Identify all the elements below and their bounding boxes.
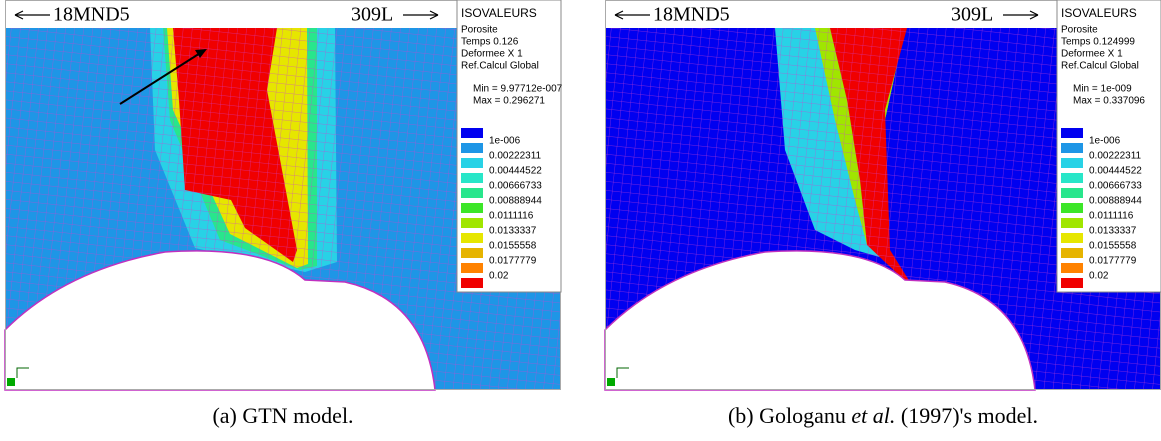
legend-level: 0.00666733 (489, 181, 542, 192)
legend-level: 1e-006 (489, 136, 521, 147)
legend-level: 0.02 (489, 271, 509, 282)
legend-level: 0.00444522 (489, 166, 542, 177)
top-strip (5, 0, 457, 28)
hole (4, 250, 436, 391)
legend-swatch (461, 218, 483, 228)
legend-swatch (1061, 203, 1083, 213)
legend-swatch (1061, 143, 1083, 153)
right-label: 309L (351, 4, 393, 26)
legend-swatch (1061, 278, 1083, 288)
legend-swatch (1061, 248, 1083, 258)
legend-max: Max = 0.337096 (1073, 96, 1145, 107)
legend-title: ISOVALEURS (1061, 6, 1137, 20)
hole (604, 250, 1036, 391)
legend-swatch (1061, 128, 1083, 138)
arrow-head (429, 10, 439, 20)
right-label: 309L (951, 4, 993, 26)
legend-swatch (461, 203, 483, 213)
legend-swatch (1061, 233, 1083, 243)
legend-level: 0.00444522 (1089, 166, 1142, 177)
legend-swatch (1061, 188, 1083, 198)
caption: (b) Gologanu et al. (1997)'s model. (728, 403, 1038, 428)
left-label: 18MND5 (53, 4, 130, 26)
legend-title: ISOVALEURS (461, 6, 537, 20)
legend-swatch (461, 188, 483, 198)
legend-swatch (461, 128, 483, 138)
legend-swatch (461, 143, 483, 153)
legend-level: 0.00222311 (1089, 151, 1142, 162)
caption: (a) GTN model. (212, 403, 353, 428)
legend-level: 0.0155558 (1089, 241, 1137, 252)
caption-part: (b) Gologanu (728, 403, 851, 428)
caption-part: (1997)'s model. (895, 403, 1038, 428)
legend-level: 0.0177779 (489, 256, 537, 267)
legend-line: Ref.Calcul Global (461, 61, 539, 72)
legend-swatch (461, 158, 483, 168)
legend-line: Deformee X 1 (461, 49, 523, 60)
legend-level: 0.0177779 (1089, 256, 1137, 267)
triad (616, 367, 629, 378)
caption-part: (a) GTN model. (212, 403, 353, 428)
legend-level: 0.0111116 (1089, 211, 1134, 222)
left-label: 18MND5 (653, 4, 730, 26)
triad (16, 367, 29, 378)
legend-swatch (461, 263, 483, 273)
arrow-head (1029, 10, 1039, 20)
legend-level: 0.00666733 (1089, 181, 1142, 192)
legend-line: Porosite (1061, 25, 1098, 36)
arrow-head (614, 10, 624, 20)
legend-level: 0.0155558 (489, 241, 537, 252)
arrow-head (195, 49, 207, 58)
legend-swatch (1061, 173, 1083, 183)
legend-level: 0.02 (1089, 271, 1109, 282)
legend-swatch (1061, 218, 1083, 228)
legend-level: 0.00888944 (489, 196, 542, 207)
legend-line: Ref.Calcul Global (1061, 61, 1139, 72)
origin-box (607, 378, 615, 386)
legend-level: 0.0133337 (1089, 226, 1137, 237)
legend-min: Min = 9.97712e-007 (473, 84, 563, 95)
legend-level: 0.00222311 (489, 151, 542, 162)
legend-swatch (461, 248, 483, 258)
legend-level: 0.0133337 (489, 226, 537, 237)
legend-min: Min = 1e-009 (1073, 84, 1132, 95)
top-strip (605, 0, 1057, 28)
legend-line: Porosite (461, 25, 498, 36)
legend-swatch (461, 233, 483, 243)
legend-max: Max = 0.296271 (473, 96, 545, 107)
legend-line: Deformee X 1 (1061, 49, 1123, 60)
legend-level: 0.00888944 (1089, 196, 1142, 207)
legend-level: 0.0111116 (489, 211, 534, 222)
arrow-head (14, 10, 24, 20)
legend-swatch (1061, 158, 1083, 168)
arrow (119, 49, 206, 105)
legend-swatch (461, 173, 483, 183)
legend-swatch (461, 278, 483, 288)
legend-line: Temps 0.124999 (1061, 37, 1135, 48)
legend-level: 1e-006 (1089, 136, 1121, 147)
legend-line: Temps 0.126 (461, 37, 519, 48)
origin-box (7, 378, 15, 386)
caption-part: et al. (851, 403, 895, 428)
legend-swatch (1061, 263, 1083, 273)
